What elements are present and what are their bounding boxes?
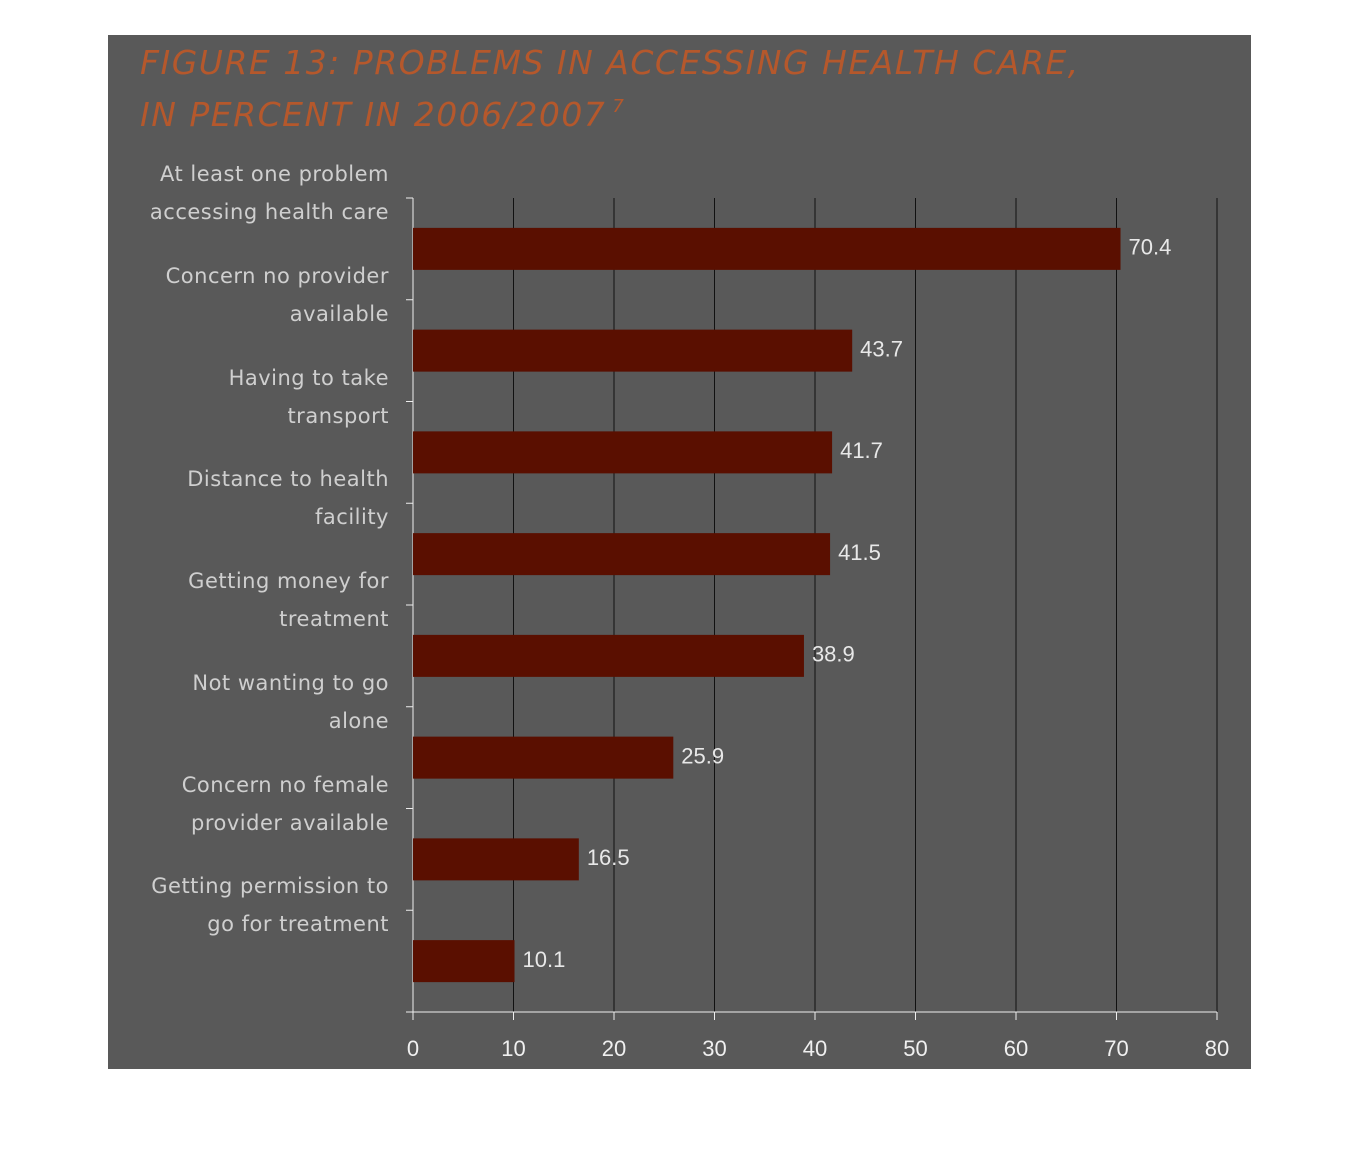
chart-title-line: IN PERCENT IN 2006/2007 [140, 95, 606, 134]
title-note: 7 [612, 96, 625, 117]
bar [413, 736, 674, 779]
x-tick-label: 80 [1205, 1036, 1229, 1061]
x-tick-label: 30 [702, 1036, 726, 1061]
y-tick-label: Having to take transport [228, 365, 389, 428]
x-tick-label: 60 [1004, 1036, 1028, 1061]
x-tick-label: 70 [1104, 1036, 1128, 1061]
bar [413, 227, 1121, 270]
value-label: 43.7 [860, 336, 903, 361]
bar [413, 940, 515, 983]
y-tick-label: Concern no provider available [165, 263, 389, 326]
y-tick-label: Getting money for treatment [188, 569, 389, 631]
bar [413, 329, 853, 372]
y-tick-label: Distance to health facility [187, 467, 389, 530]
bar [413, 634, 804, 677]
y-tick-label: Getting permission to go for treatment [151, 874, 389, 937]
x-tick-label: 0 [407, 1036, 419, 1061]
chart-title: IN PERCENT IN 2006/2007 7 [140, 95, 625, 134]
y-tick-label: Not wanting to go alone [192, 670, 389, 733]
value-label: 16.5 [587, 845, 630, 870]
bar [413, 838, 579, 881]
value-label: 41.5 [838, 540, 881, 565]
value-label: 38.9 [812, 642, 855, 667]
value-label: 25.9 [681, 743, 724, 768]
bar [413, 533, 831, 576]
y-tick-label: At least one problem accessing health ca… [149, 162, 389, 224]
value-label: 41.7 [840, 438, 883, 463]
x-tick-label: 10 [501, 1036, 525, 1061]
bar [413, 431, 833, 474]
value-label: 10.1 [523, 947, 566, 972]
x-tick-label: 20 [602, 1036, 626, 1061]
chart-title: FIGURE 13: PROBLEMS IN ACCESSING HEALTH … [140, 43, 1080, 82]
x-tick-label: 40 [803, 1036, 827, 1061]
y-tick-label: Concern no female provider available [181, 772, 389, 835]
x-tick-label: 50 [903, 1036, 927, 1061]
value-label: 70.4 [1129, 235, 1172, 260]
